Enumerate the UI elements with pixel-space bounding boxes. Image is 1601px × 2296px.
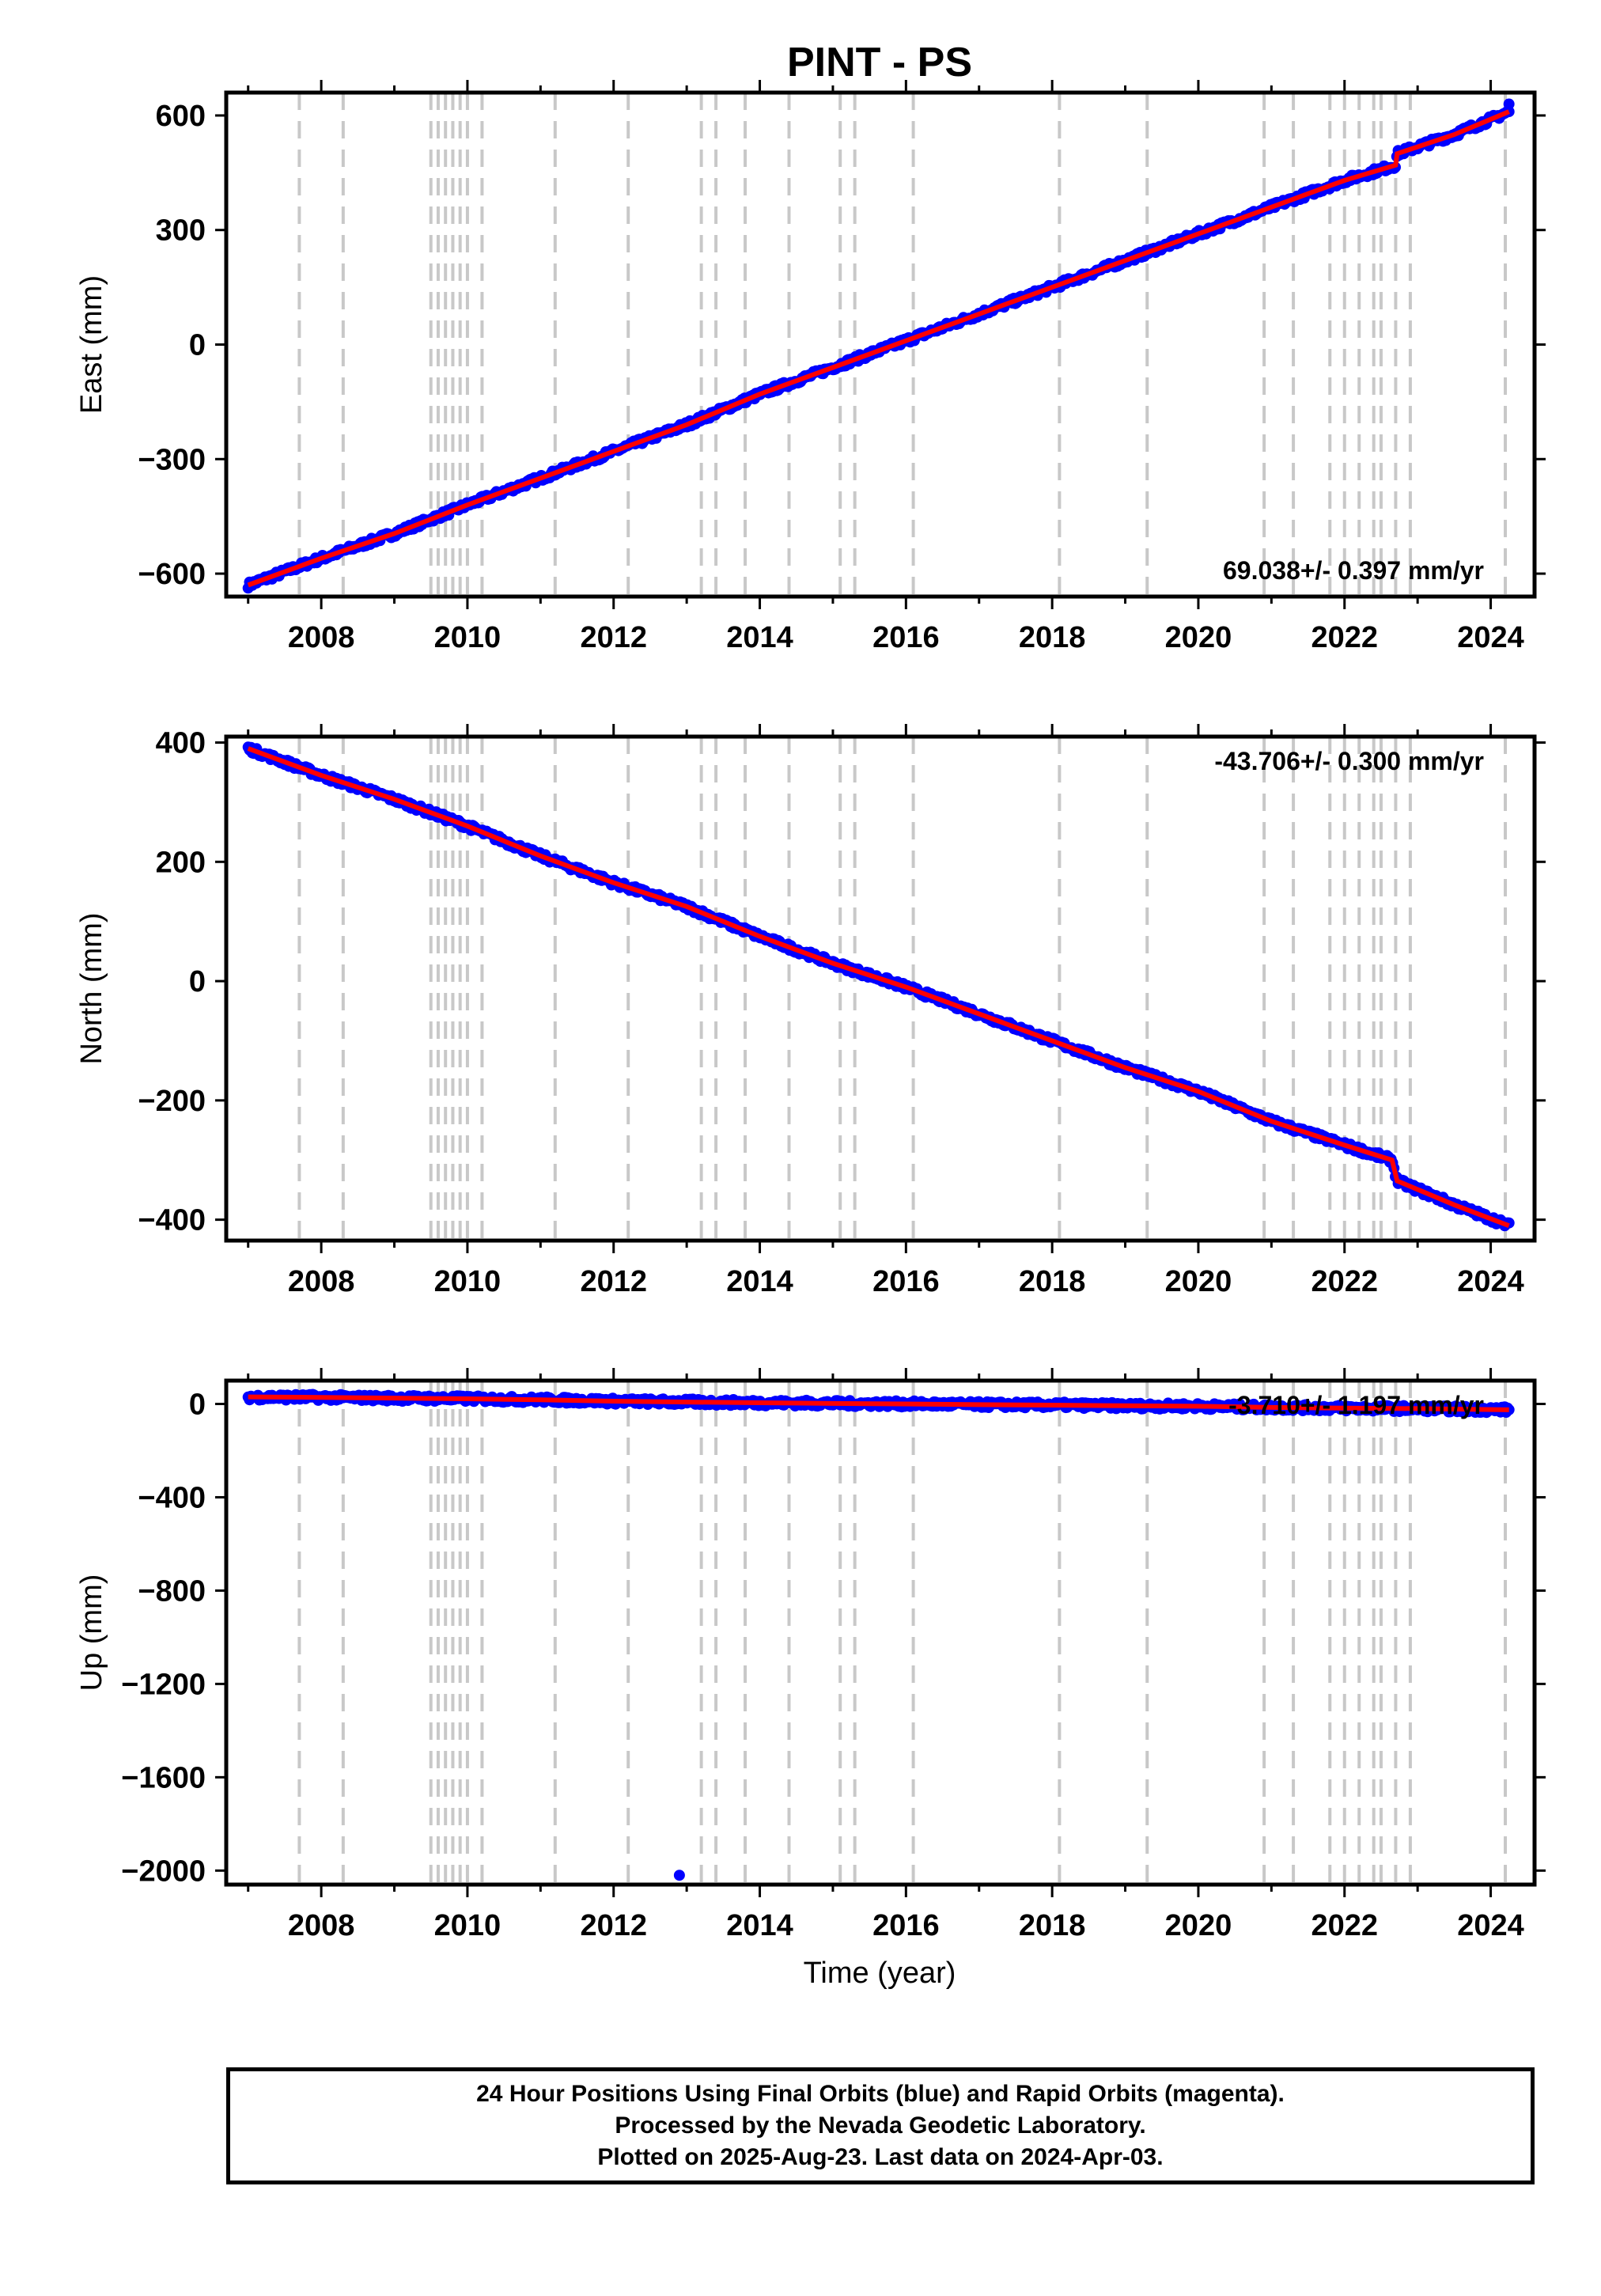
x-tick-label: 2016 [872, 1909, 940, 1942]
y-tick-label: −200 [138, 1085, 206, 1118]
y-axis-label: North (mm) [75, 912, 108, 1064]
model-line [247, 746, 1510, 1229]
x-tick-label: 2010 [434, 621, 501, 654]
x-tick-label: 2020 [1165, 1265, 1232, 1298]
x-tick-label: 2010 [434, 1265, 501, 1298]
east-panel: 600 300 0 −300 −600 2008 2010 2012 2014 2016 2018 2… [75, 80, 1546, 654]
x-tick-label: 2014 [726, 1909, 793, 1942]
velocity-label: 69.038+/- 0.397 mm/yr [1223, 556, 1484, 585]
x-tick-label: 2018 [1019, 1909, 1086, 1942]
y-tick-label: −2000 [121, 1855, 206, 1888]
y-tick-label: 0 [189, 329, 206, 362]
footer-line-2: Processed by the Nevada Geodetic Laborat… [615, 2112, 1146, 2139]
x-tick-label: 2024 [1457, 1909, 1524, 1942]
x-tick-label: 2016 [872, 1265, 940, 1298]
x-tick-label: 2008 [288, 621, 355, 654]
y-tick-label: −400 [138, 1481, 206, 1514]
footer-line-1: 24 Hour Positions Using Final Orbits (bl… [476, 2081, 1285, 2107]
outlier-point [1503, 98, 1515, 110]
y-axis-label: East (mm) [75, 275, 108, 414]
y-tick-label: −300 [138, 443, 206, 476]
y-tick-label: 0 [189, 965, 206, 998]
x-tick-label: 2022 [1311, 621, 1378, 654]
y-tick-label: 300 [156, 214, 206, 248]
y-tick-label: −600 [138, 558, 206, 591]
model-line [248, 1394, 1509, 1412]
y-tick-label: 400 [156, 727, 206, 760]
y-tick-label: 0 [189, 1388, 206, 1421]
x-tick-label: 2010 [434, 1909, 501, 1942]
velocity-label: -43.706+/- 0.300 mm/yr [1214, 747, 1484, 775]
x-tick-label: 2020 [1165, 621, 1232, 654]
x-tick-label: 2014 [726, 1265, 793, 1298]
x-tick-label: 2014 [726, 621, 793, 654]
model-line [247, 109, 1510, 588]
axes-frame [224, 1378, 1537, 1887]
y-tick-label: −400 [138, 1204, 206, 1237]
x-tick-label: 2012 [580, 621, 647, 654]
up-panel: 0 −400 −800 −1200 −1600 −2000 2008 2010 2012 2014… [75, 1368, 1546, 1942]
x-axis-label: Time (year) [804, 1957, 956, 1990]
x-tick-label: 2022 [1311, 1909, 1378, 1942]
axes-frame [224, 734, 1537, 1243]
y-tick-label: −1600 [121, 1761, 206, 1794]
y-tick-label: −800 [138, 1574, 206, 1608]
y-tick-label: 600 [156, 100, 206, 133]
outlier-point [673, 1870, 685, 1881]
x-tick-label: 2024 [1457, 1265, 1524, 1298]
y-tick-label: 200 [156, 846, 206, 879]
footer-box: 24 Hour Positions Using Final Orbits (bl… [226, 2067, 1535, 2184]
y-tick-label: −1200 [121, 1668, 206, 1701]
velocity-label: -3.710+/- 1.197 mm/yr [1228, 1391, 1484, 1419]
chart-title: PINT - PS [787, 40, 972, 85]
y-axis-label: Up (mm) [75, 1574, 108, 1692]
footer-line-3: Plotted on 2025-Aug-23. Last data on 202… [597, 2144, 1164, 2170]
north-panel: 400 200 0 −200 −400 2008 2010 2012 2014 2016 2018 2… [75, 724, 1546, 1298]
x-tick-label: 2022 [1311, 1265, 1378, 1298]
x-tick-label: 2012 [580, 1909, 647, 1942]
x-tick-label: 2012 [580, 1265, 647, 1298]
x-tick-label: 2008 [288, 1265, 355, 1298]
x-tick-label: 2020 [1165, 1909, 1232, 1942]
x-tick-label: 2024 [1457, 621, 1524, 654]
x-tick-label: 2016 [872, 621, 940, 654]
x-tick-label: 2018 [1019, 621, 1086, 654]
x-tick-label: 2018 [1019, 1265, 1086, 1298]
x-tick-label: 2008 [288, 1909, 355, 1942]
